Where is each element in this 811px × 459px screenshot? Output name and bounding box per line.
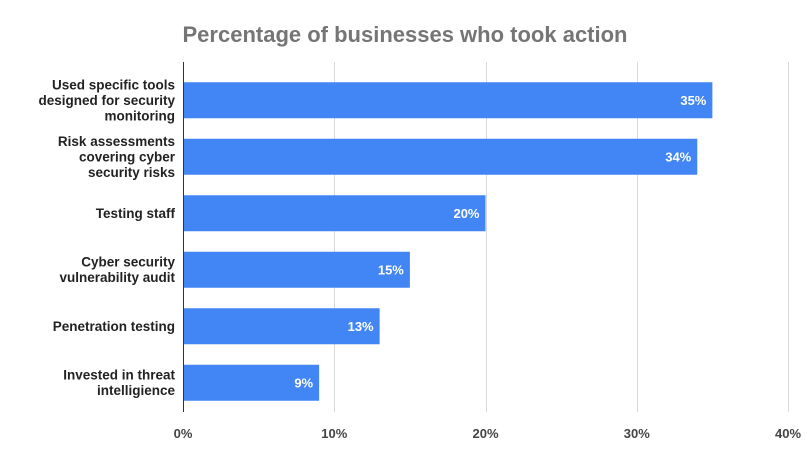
- bar-data-label: 20%: [453, 206, 479, 221]
- category-label-line: covering cyber: [79, 149, 176, 164]
- bar: [184, 251, 410, 288]
- category-label-line: security risks: [88, 165, 175, 180]
- x-tick-label: 40%: [775, 426, 801, 441]
- bar: [184, 138, 698, 175]
- category-label: Testing staff: [96, 206, 176, 221]
- category-label-line: Cyber security: [81, 255, 175, 270]
- bar: [184, 82, 713, 119]
- category-label-line: Risk assessments: [58, 134, 175, 149]
- bar: [184, 364, 320, 401]
- bar-data-label: 34%: [665, 149, 691, 164]
- category-label-line: monitoring: [105, 108, 176, 123]
- x-tick-label: 10%: [321, 426, 347, 441]
- bar-data-label: 13%: [348, 319, 374, 334]
- bar-data-label: 15%: [378, 262, 404, 277]
- x-tick-label: 0%: [174, 426, 193, 441]
- category-label-line: Testing staff: [96, 206, 176, 221]
- bar: [184, 308, 380, 345]
- category-label-line: designed for security: [38, 93, 175, 108]
- bar: [184, 195, 486, 232]
- category-label-line: Penetration testing: [53, 319, 175, 334]
- bars: 35% 34% 20% 15% 13% 9%: [184, 82, 713, 401]
- category-label-line: vulnerability audit: [59, 270, 175, 285]
- category-label-line: Used specific tools: [52, 77, 175, 92]
- x-tick-label: 20%: [472, 426, 498, 441]
- category-label-line: intelligience: [97, 383, 176, 398]
- gridlines: [334, 62, 789, 412]
- bar-data-label: 9%: [294, 375, 313, 390]
- bar-data-label: 35%: [680, 93, 706, 108]
- category-label-line: Invested in threat: [63, 368, 175, 383]
- x-axis-ticks: 0% 10% 20% 30% 40%: [174, 426, 802, 441]
- category-label: Penetration testing: [53, 319, 175, 334]
- chart-title: Percentage of businesses who took action: [183, 22, 628, 47]
- x-tick-label: 30%: [624, 426, 650, 441]
